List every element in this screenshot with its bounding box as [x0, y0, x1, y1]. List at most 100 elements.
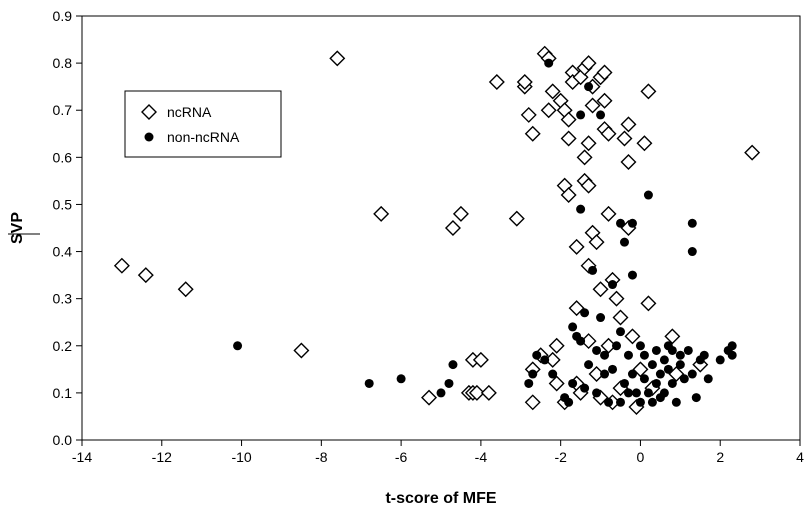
ncrna-point [548, 337, 565, 354]
non-ncrna-point [647, 360, 657, 370]
ncrna-point [540, 102, 557, 119]
non-ncrna-point [444, 378, 454, 388]
legend-symbol-diamond [141, 104, 157, 120]
x-tick-label: -14 [72, 449, 92, 465]
ncrna-point [544, 83, 561, 100]
plot-area [81, 15, 801, 441]
ncrna-point [744, 144, 761, 161]
y-tick-label: 0.6 [53, 149, 73, 165]
non-ncrna-point [683, 345, 693, 355]
non-ncrna-point [715, 355, 725, 365]
legend-symbol-dot [144, 132, 154, 142]
non-ncrna-point [596, 110, 606, 120]
non-ncrna-point [608, 364, 618, 374]
non-ncrna-point [540, 355, 550, 365]
non-ncrna-point [671, 397, 681, 407]
non-ncrna-point [667, 378, 677, 388]
ncrna-point [137, 267, 154, 284]
ncrna-point [588, 234, 605, 251]
ncrna-point [560, 130, 577, 147]
ncrna-point [520, 106, 537, 123]
ncrna-point [600, 205, 617, 222]
non-ncrna-point [568, 322, 578, 332]
non-ncrna-point [639, 350, 649, 360]
non-ncrna-point [675, 360, 685, 370]
non-ncrna-point [616, 218, 625, 228]
x-axis-title: t-score of MFE [385, 490, 496, 507]
ncrna-point [632, 361, 649, 378]
ncrna-point [576, 149, 593, 166]
non-ncrna-point [691, 393, 701, 403]
non-ncrna-point [600, 350, 610, 360]
ncrna-point [444, 220, 461, 236]
data-points [113, 45, 761, 416]
y-tick-label: 0.2 [53, 338, 73, 354]
ncrna-point [584, 97, 601, 114]
ncrna-point [524, 394, 541, 411]
non-ncrna-point [663, 364, 673, 374]
ncrna-point [640, 295, 657, 312]
non-ncrna-point [600, 369, 610, 379]
non-ncrna-point [651, 378, 661, 388]
legend-symbol-ncrna [141, 104, 157, 120]
non-ncrna-point [687, 218, 697, 228]
non-ncrna-point [643, 190, 653, 200]
non-ncrna-point [532, 350, 542, 360]
non-ncrna-point [623, 388, 633, 398]
non-ncrna-point [584, 360, 594, 370]
ncrna-point [580, 55, 597, 72]
non-ncrna-point [436, 388, 446, 398]
ncrna-point [524, 125, 541, 142]
ncrna-point [580, 177, 597, 194]
ncrna-point [636, 135, 653, 152]
non-ncrna-point [548, 369, 558, 379]
non-ncrna-point [679, 374, 689, 384]
x-axis: -14 -12 -10 -8 -6 -4 -2 0 2 4 [72, 440, 804, 465]
legend-label-ncrna: ncRNA [167, 104, 212, 120]
x-tick-label: -2 [554, 449, 567, 465]
ncrna-point [620, 116, 637, 133]
y-axis: 0.0 0.1 0.2 0.3 0.4 0.5 0.6 0.7 0.8 0.9 [53, 8, 82, 448]
ncrna-point [480, 384, 497, 401]
non-ncrna-point [627, 218, 637, 228]
non-ncrna-point [659, 355, 669, 365]
non-ncrna-point [727, 350, 737, 360]
non-ncrna-point [699, 350, 709, 360]
non-ncrna-point [619, 378, 629, 388]
ncrna-point [488, 73, 505, 90]
non-ncrna-point [635, 341, 645, 351]
ncrna-point [421, 389, 438, 406]
non-ncrna-point [651, 345, 661, 355]
ncrna-point [452, 205, 469, 222]
plot-border [81, 15, 801, 441]
x-tick-label: 4 [796, 449, 804, 465]
non-ncrna-point [616, 397, 625, 407]
non-ncrna-point [639, 374, 649, 384]
non-ncrna-point [612, 341, 622, 351]
ncrna-point [624, 328, 641, 345]
non-ncrna-point [703, 374, 713, 384]
non-ncrna-point [643, 388, 653, 398]
non-ncrna-point [364, 378, 374, 388]
non-ncrna-point [623, 350, 633, 360]
non-ncrna-point [544, 58, 554, 68]
x-tick-label: 2 [716, 449, 724, 465]
non-ncrna-point [584, 82, 594, 92]
non-ncrna-point [576, 110, 586, 120]
non-ncrna-point [396, 374, 406, 384]
non-ncrna-point [627, 369, 637, 379]
ncrna-point [608, 290, 625, 307]
ncrna-point [468, 384, 485, 401]
x-tick-label: 0 [637, 449, 645, 465]
x-tick-label: -4 [475, 449, 488, 465]
x-tick-label: -8 [315, 449, 328, 465]
ncrna-point [472, 351, 489, 368]
ncrna-point [560, 111, 577, 128]
non-ncrna-point [448, 360, 458, 370]
non-ncrna-point [592, 345, 602, 355]
non-ncrna-point [564, 397, 574, 407]
y-tick-label: 0.4 [53, 244, 73, 260]
y-tick-label: 0.7 [53, 102, 73, 118]
non-ncrna-point [635, 397, 645, 407]
non-ncrna-point [627, 270, 637, 280]
